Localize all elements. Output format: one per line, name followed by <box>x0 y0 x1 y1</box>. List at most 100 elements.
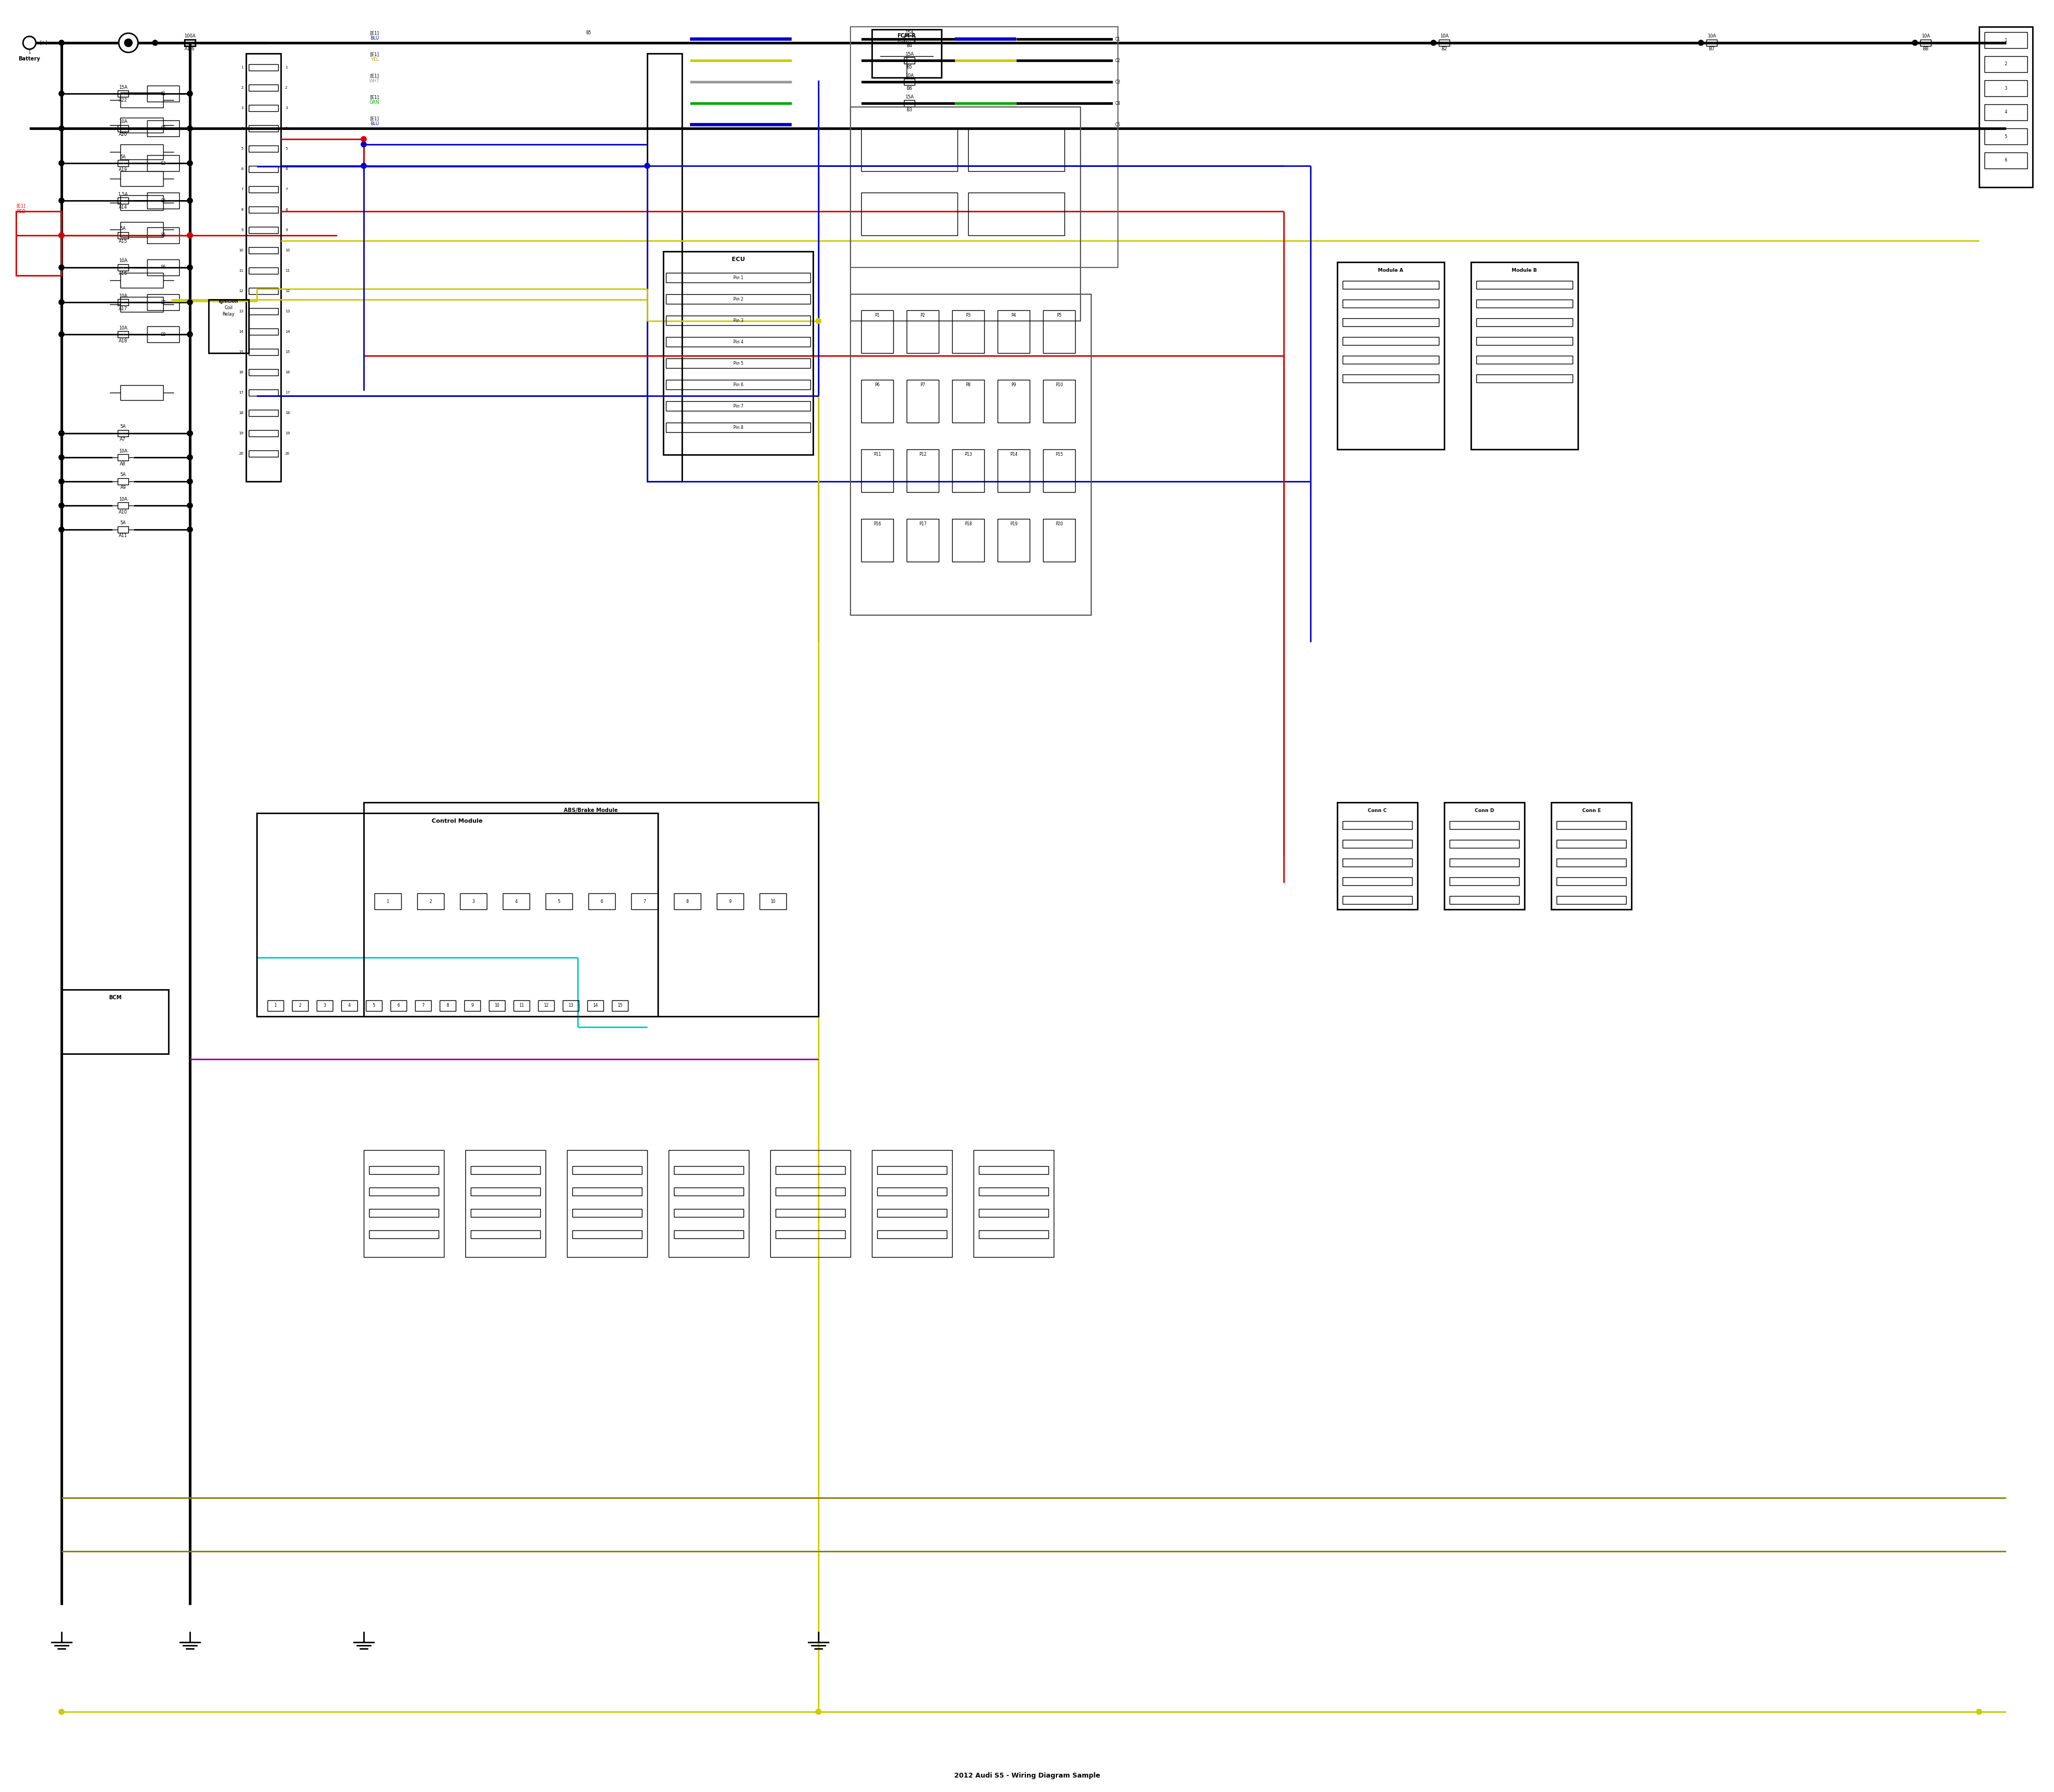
Text: 2: 2 <box>298 1004 302 1009</box>
Bar <box>861 310 893 353</box>
Text: 7: 7 <box>643 900 645 903</box>
Text: 8: 8 <box>686 900 688 903</box>
Text: 4: 4 <box>516 900 518 903</box>
Circle shape <box>187 91 193 97</box>
Text: P3: P3 <box>965 314 972 317</box>
Text: 1: 1 <box>286 66 288 70</box>
Bar <box>246 54 281 482</box>
Bar <box>776 1231 844 1238</box>
Text: [E1]: [E1] <box>370 52 380 57</box>
Text: A22: A22 <box>119 97 127 102</box>
Text: 3: 3 <box>322 1004 327 1009</box>
Text: [E1]: [E1] <box>370 95 380 100</box>
Bar <box>1450 896 1520 903</box>
Text: P8: P8 <box>965 383 972 387</box>
Text: 20: 20 <box>238 452 242 455</box>
Bar <box>861 450 893 493</box>
Text: 6: 6 <box>2005 158 2007 163</box>
Circle shape <box>60 299 64 305</box>
Text: 1: 1 <box>2005 38 2007 43</box>
Bar <box>366 1000 382 1011</box>
Circle shape <box>60 332 64 337</box>
Text: [E1]: [E1] <box>16 204 25 208</box>
Text: A1-6: A1-6 <box>185 47 195 52</box>
Bar <box>148 156 179 172</box>
Bar <box>717 894 744 909</box>
Text: 10A: 10A <box>1707 34 1715 39</box>
Bar <box>440 1000 456 1011</box>
Bar <box>1343 357 1440 364</box>
Text: 5: 5 <box>286 147 288 151</box>
Circle shape <box>187 233 193 238</box>
Text: 15A: 15A <box>906 30 914 36</box>
Circle shape <box>60 455 64 461</box>
Bar <box>573 1188 641 1195</box>
Bar <box>776 1210 844 1217</box>
Text: B3: B3 <box>906 108 912 113</box>
Bar <box>904 36 914 43</box>
Bar <box>850 27 1117 267</box>
Bar <box>121 297 162 312</box>
Circle shape <box>119 34 138 52</box>
Bar <box>631 894 657 909</box>
Bar <box>1043 310 1074 353</box>
Text: P15: P15 <box>1056 452 1062 457</box>
Bar <box>665 337 811 346</box>
Text: 11: 11 <box>238 269 242 272</box>
Bar <box>249 65 277 70</box>
Text: P20: P20 <box>1056 521 1062 527</box>
Bar <box>861 520 893 561</box>
Text: Conn E: Conn E <box>1582 808 1600 814</box>
Bar <box>906 520 939 561</box>
Bar <box>776 1167 844 1174</box>
Bar <box>249 206 277 213</box>
Bar <box>249 125 277 131</box>
Bar <box>563 1000 579 1011</box>
Text: Pin 1: Pin 1 <box>733 276 744 280</box>
Circle shape <box>187 455 193 461</box>
Text: FCM-R: FCM-R <box>898 34 916 38</box>
Bar <box>980 1210 1048 1217</box>
Bar <box>1450 840 1520 848</box>
Bar <box>249 145 277 152</box>
Text: 10A: 10A <box>119 120 127 124</box>
Text: P11: P11 <box>873 452 881 457</box>
Text: A8: A8 <box>119 461 125 466</box>
Bar <box>249 328 277 335</box>
Bar <box>415 1000 431 1011</box>
Text: 10: 10 <box>238 249 242 253</box>
Bar <box>770 1150 850 1256</box>
Circle shape <box>187 504 193 509</box>
Bar <box>967 129 1064 172</box>
Bar <box>249 247 277 253</box>
Text: Pin 2: Pin 2 <box>733 297 744 301</box>
Bar <box>470 1188 540 1195</box>
Text: YEL: YEL <box>370 57 378 63</box>
Bar <box>1343 281 1440 289</box>
Bar <box>148 192 179 208</box>
Text: S3: S3 <box>160 161 166 165</box>
Text: P10: P10 <box>1056 383 1062 387</box>
Bar <box>148 326 179 342</box>
Text: 14: 14 <box>594 1004 598 1009</box>
Bar <box>121 93 162 108</box>
Text: 19: 19 <box>238 432 242 435</box>
Text: Module A: Module A <box>1378 267 1403 272</box>
Bar <box>121 118 162 133</box>
Bar <box>249 167 277 172</box>
Bar <box>665 272 811 283</box>
Text: A7: A7 <box>119 437 125 443</box>
Text: 10: 10 <box>286 249 290 253</box>
Bar <box>904 57 914 65</box>
Bar <box>370 1188 440 1195</box>
Bar <box>148 294 179 310</box>
Bar <box>1477 319 1573 326</box>
Bar <box>587 894 614 909</box>
Bar <box>464 1000 481 1011</box>
Bar <box>998 520 1029 561</box>
Bar <box>417 894 444 909</box>
Bar <box>567 1150 647 1256</box>
Text: 18: 18 <box>238 412 242 414</box>
Text: 10A: 10A <box>906 73 914 77</box>
Text: A20: A20 <box>119 133 127 138</box>
